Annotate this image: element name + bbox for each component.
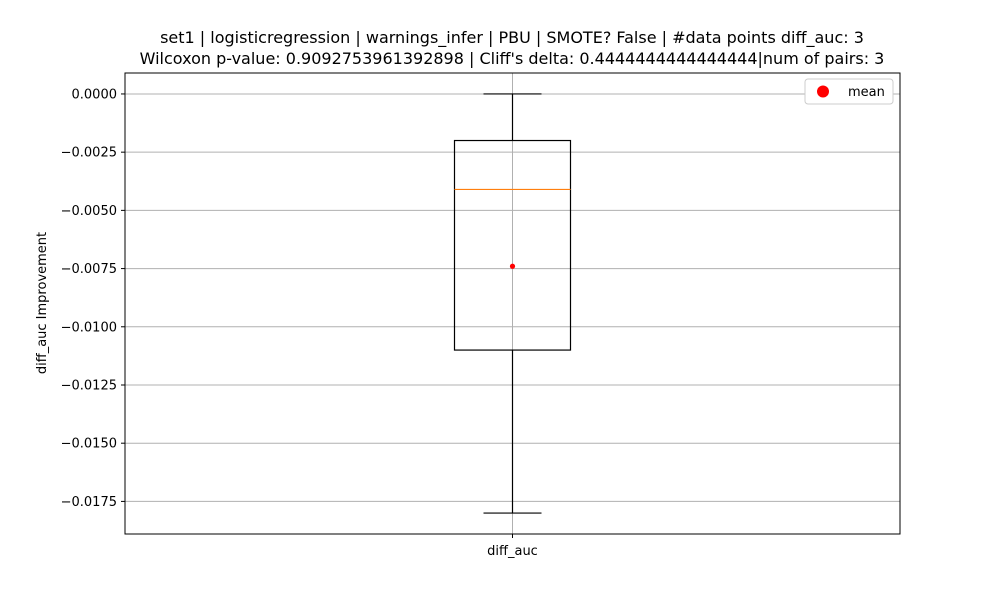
y-axis-label: diff_auc Improvement bbox=[35, 232, 50, 374]
mean-point bbox=[509, 263, 516, 269]
plot-frame bbox=[124, 72, 901, 535]
y-axis-ticks: 0.0000 −0.0025 −0.0050 −0.0075 −0.0100 −0.012… bbox=[61, 87, 125, 510]
iqr-box bbox=[453, 139, 572, 351]
x-axis-ticks: diff_auc bbox=[487, 534, 538, 559]
legend-frame bbox=[804, 78, 894, 105]
y-tick-label: −0.0075 bbox=[61, 262, 117, 277]
box-series bbox=[453, 93, 572, 514]
y-tick-label: −0.0100 bbox=[61, 320, 117, 335]
y-tick-label: −0.0025 bbox=[61, 146, 117, 161]
legend-mean-label: mean bbox=[848, 85, 885, 100]
chart-title-line-2: Wilcoxon p-value: 0.9092753961392898 | C… bbox=[140, 49, 885, 68]
legend-mean-marker bbox=[817, 85, 829, 98]
y-tick-label: 0.0000 bbox=[72, 87, 118, 102]
y-tick-label: −0.0050 bbox=[61, 204, 117, 219]
x-tick-label: diff_auc bbox=[487, 544, 538, 559]
chart-title-line-1: set1 | logisticregression | warnings_inf… bbox=[160, 28, 864, 48]
y-tick-label: −0.0175 bbox=[61, 495, 117, 510]
y-tick-label: −0.0125 bbox=[61, 378, 117, 393]
y-tick-label: −0.0150 bbox=[61, 437, 117, 452]
legend: mean bbox=[804, 78, 894, 105]
